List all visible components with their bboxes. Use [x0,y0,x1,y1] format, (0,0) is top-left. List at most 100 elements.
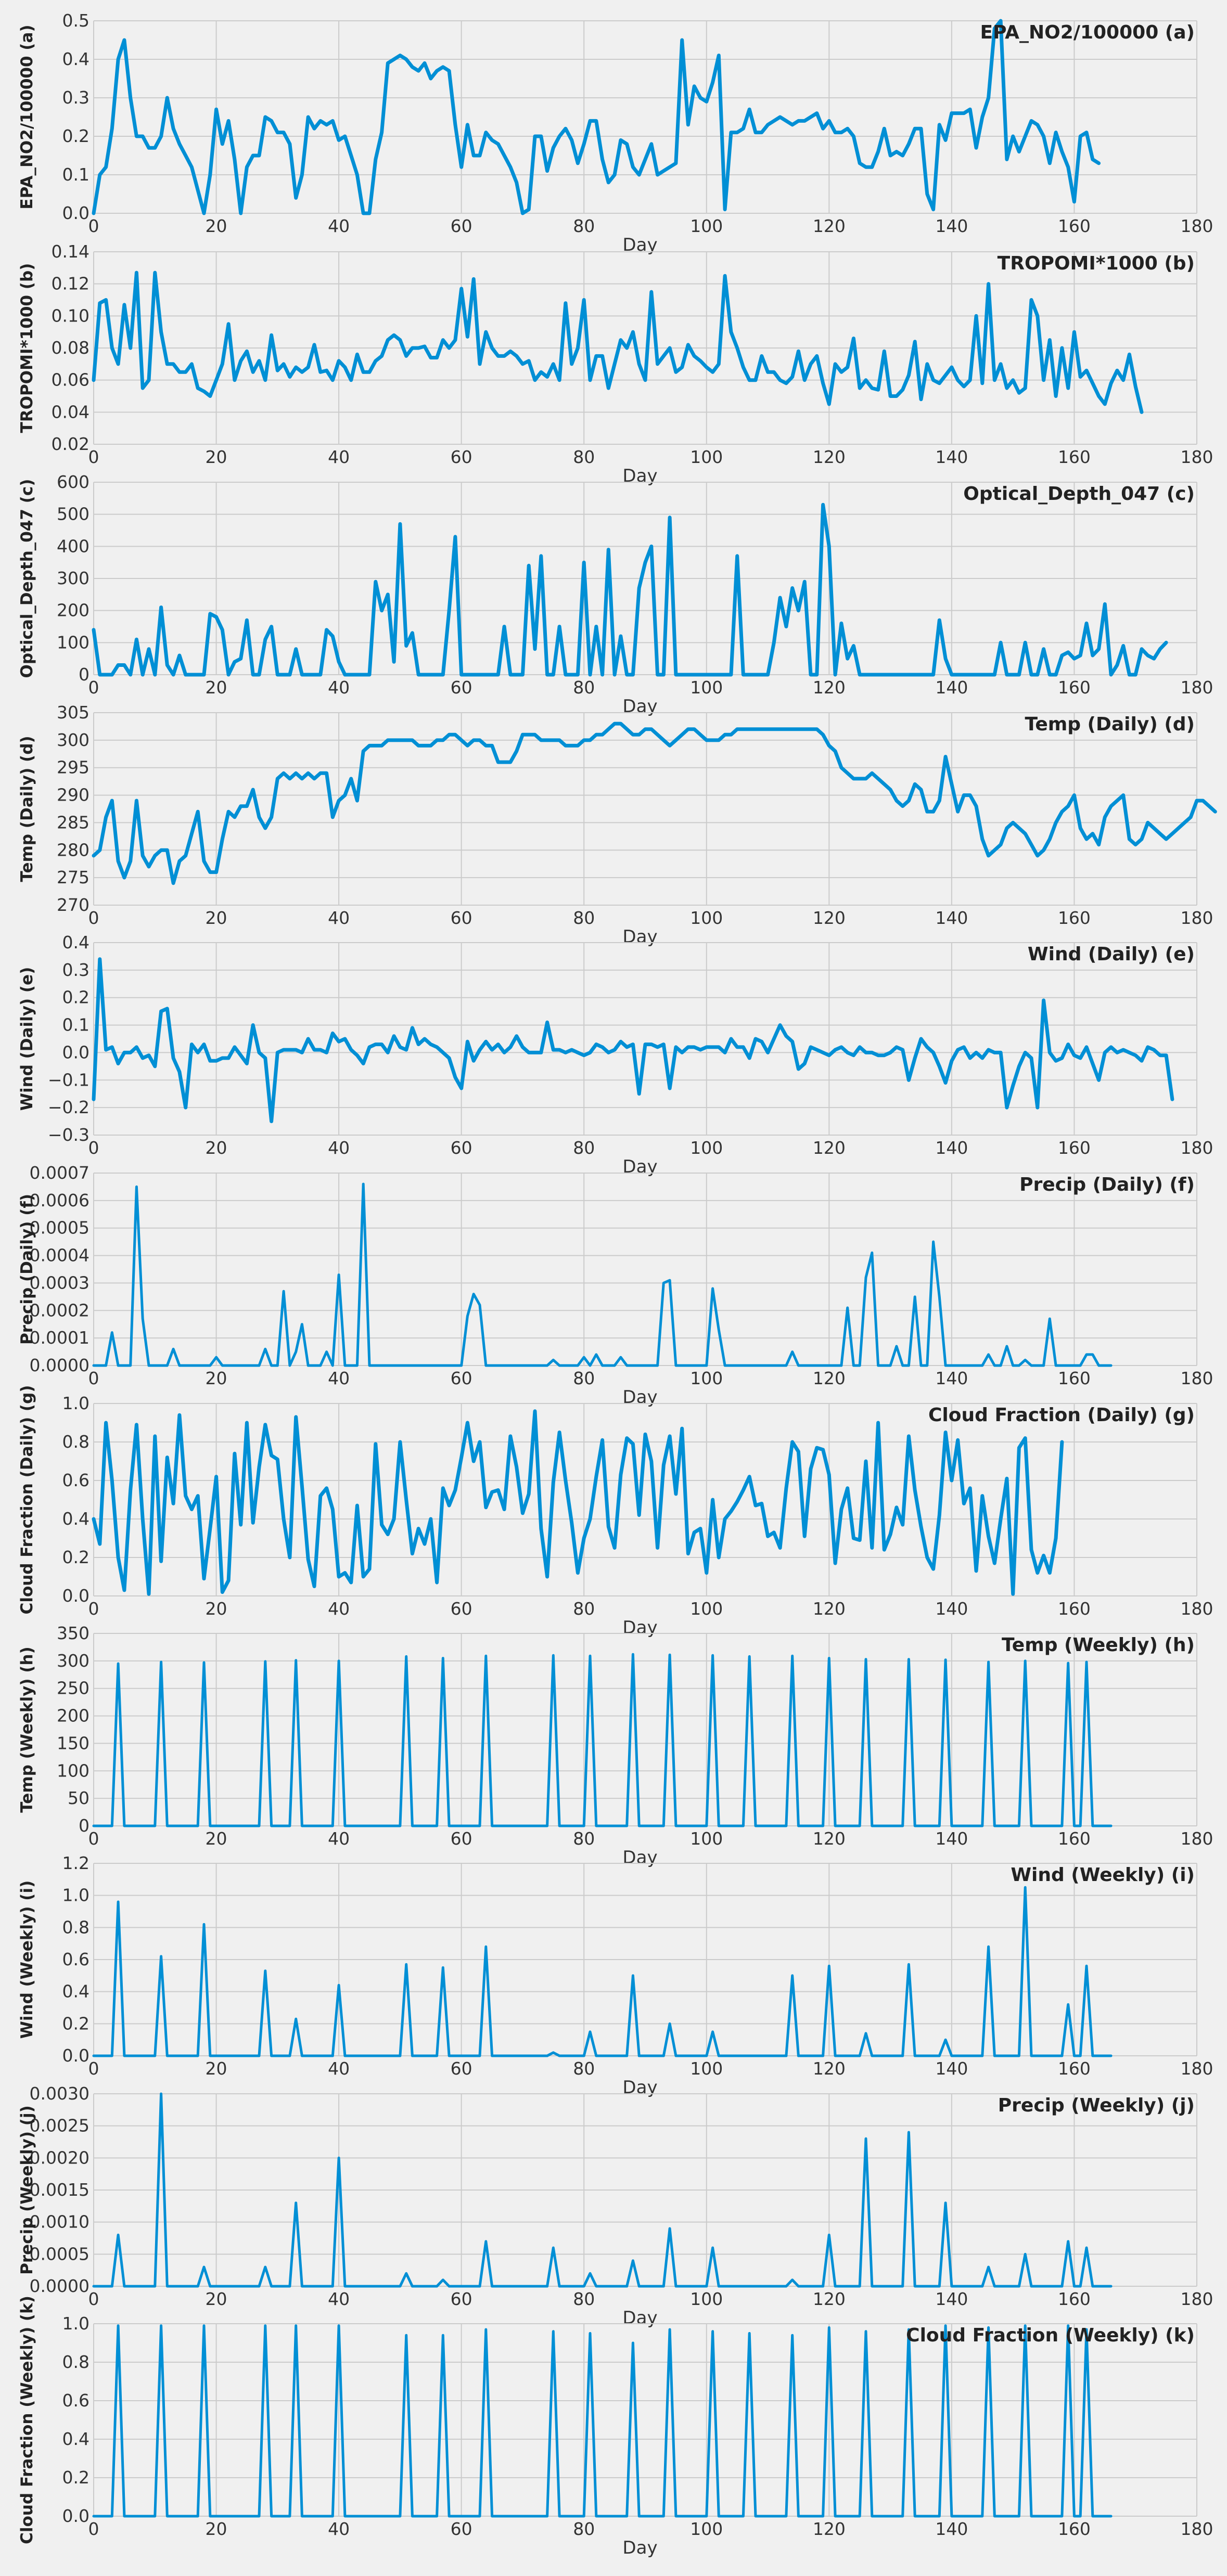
x-tick-label: 120 [813,1368,846,1388]
y-axis-label: Cloud Fraction (Daily) (g) [18,1385,36,1615]
series-line-f [92,1182,1113,1367]
subplot-title: Wind (Weekly) (i) [1011,1864,1195,1886]
y-tick-label: 0.0020 [30,2147,90,2168]
x-tick-label: 40 [328,1138,350,1158]
x-tick-label: 60 [451,2519,472,2539]
x-tick-label: 0 [88,1138,99,1158]
y-axis-label: Temp (Weekly) (h) [18,1646,36,1812]
x-tick-label: 40 [328,447,350,467]
x-tick-label: 140 [935,908,968,928]
x-tick-label: 40 [328,908,350,928]
x-tick-label: 60 [451,1828,472,1849]
x-tick-label: 180 [1181,908,1213,928]
x-tick-label: 0 [88,1828,99,1849]
x-tick-label: 100 [690,1599,723,1619]
subplot-a: 0 20 40 60 80 100 120 140 160 180 0.0 0.1 0.2 0.3 0.4 0… [18,10,1213,255]
x-tick-label: 60 [451,2289,472,2309]
x-tick-label: 20 [206,1599,227,1619]
series-line-i [92,1886,1113,2057]
subplot-title: EPA_NO2/100000 (a) [980,22,1195,43]
x-axis-label: Day [622,926,657,947]
x-tick-label: 100 [690,2519,723,2539]
x-tick-label: 40 [328,2058,350,2079]
series-line-d [92,722,1217,885]
y-tick-label: 0.2 [62,987,90,1008]
y-axis-label: TROPOMI*1000 (b) [18,263,36,433]
series-line-h [92,1653,1113,1827]
subplot-e: 0 20 40 60 80 100 120 140 160 180 −0.3 −0.2 −0.1 0.0 0… [18,932,1213,1177]
y-tick-label: 0.6 [62,2390,90,2411]
x-tick-label: 160 [1058,447,1091,467]
x-tick-label: 40 [328,2289,350,2309]
y-tick-label: 0.06 [52,370,90,390]
x-tick-label: 20 [206,677,227,698]
y-axis-label: Cloud Fraction (Weekly) (k) [18,2296,36,2544]
y-tick-label: 1.0 [62,2313,90,2334]
x-tick-label: 120 [813,1599,846,1619]
y-axis-label: Precip (Weekly) (j) [18,2105,36,2275]
x-tick-label: 160 [1058,216,1091,236]
x-tick-label: 80 [573,1599,595,1619]
subplot-title: Cloud Fraction (Weekly) (k) [906,2325,1195,2346]
y-tick-label: 600 [57,472,90,492]
y-tick-label: 200 [57,600,90,621]
x-tick-label: 20 [206,216,227,236]
y-tick-label: 285 [57,812,90,832]
y-tick-label: 275 [57,867,90,887]
y-tick-label: 0.0 [62,2506,90,2526]
subplot-g: 0 20 40 60 80 100 120 140 160 180 0.0 0.2 0.4 0.6 0.8 1… [18,1385,1213,1638]
x-tick-label: 60 [451,908,472,928]
y-tick-label: 290 [57,785,90,805]
y-tick-label: 270 [57,895,90,915]
subplot-j: 0 20 40 60 80 100 120 140 160 180 0.0000 0.0005 0.00… [18,2083,1213,2328]
x-tick-label: 0 [88,447,99,467]
y-tick-label: 0.2 [62,2467,90,2488]
y-tick-label: 150 [57,1733,90,1753]
x-tick-label: 120 [813,1138,846,1158]
series-line-a [92,19,1101,215]
y-tick-label: 0.0 [62,203,90,223]
y-tick-label: 0.0007 [30,1163,90,1183]
x-tick-label: 160 [1058,1599,1091,1619]
x-tick-label: 100 [690,1138,723,1158]
x-tick-label: 160 [1058,1368,1091,1388]
x-tick-label: 100 [690,677,723,698]
series-line-j [92,2092,1113,2288]
x-tick-label: 20 [206,2058,227,2079]
y-tick-label: 0.0003 [30,1272,90,1293]
y-tick-label: 0.1 [62,1015,90,1035]
x-tick-label: 180 [1181,677,1213,698]
x-tick-label: 60 [451,1599,472,1619]
y-tick-label: 100 [57,632,90,652]
x-tick-label: 80 [573,677,595,698]
y-tick-label: 0.8 [62,2352,90,2372]
x-axis-label: Day [622,2077,657,2098]
x-tick-label: 60 [451,447,472,467]
x-tick-label: 40 [328,1828,350,1849]
x-tick-label: 60 [451,1138,472,1158]
subplot-title: Optical_Depth_047 (c) [963,483,1195,505]
y-axis-label: EPA_NO2/100000 (a) [18,24,36,209]
x-tick-label: 0 [88,908,99,928]
x-tick-label: 40 [328,1368,350,1388]
x-tick-label: 100 [690,908,723,928]
x-tick-label: 100 [690,2058,723,2079]
x-tick-label: 120 [813,216,846,236]
x-tick-label: 0 [88,1599,99,1619]
x-tick-label: 160 [1058,2519,1091,2539]
x-tick-label: 160 [1058,1138,1091,1158]
x-tick-label: 140 [935,1368,968,1388]
series-line-c [92,503,1168,677]
x-tick-label: 120 [813,1828,846,1849]
x-tick-label: 140 [935,1599,968,1619]
x-tick-label: 0 [88,677,99,698]
x-tick-label: 80 [573,2058,595,2079]
subplot-i: 0 20 40 60 80 100 120 140 160 180 0.0 0.2 0.4 0.6 0.8 1… [18,1853,1213,2098]
y-tick-label: 0.0030 [30,2083,90,2104]
x-tick-label: 60 [451,1368,472,1388]
x-tick-label: 180 [1181,1138,1213,1158]
y-axis-label: Wind (Daily) (e) [18,967,36,1111]
y-tick-label: −0.2 [48,1097,90,1117]
x-tick-label: 180 [1181,2289,1213,2309]
y-tick-label: 0 [79,664,90,685]
